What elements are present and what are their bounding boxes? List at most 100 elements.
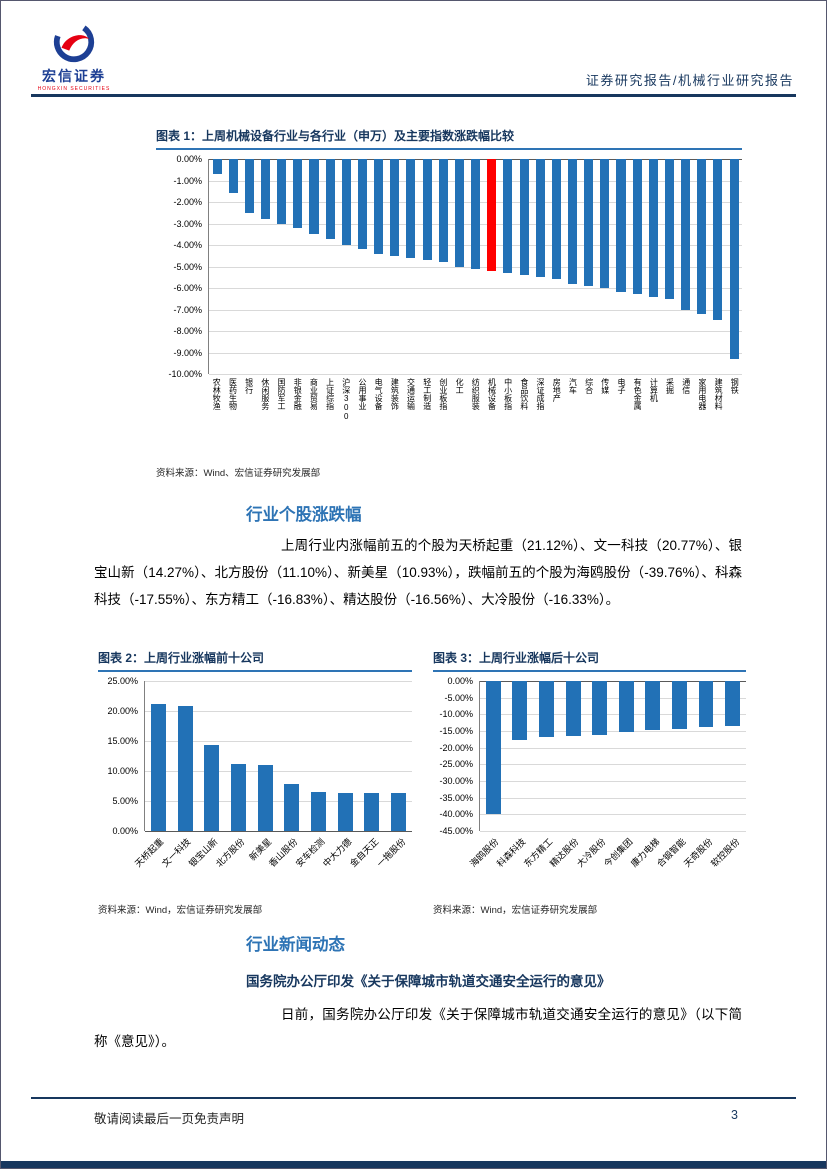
- bar: [519, 159, 529, 276]
- bar: [422, 159, 432, 261]
- bar-slot: [332, 681, 359, 831]
- bar-slot: [198, 681, 225, 831]
- y-tick-label: 5.00%: [112, 796, 138, 806]
- y-tick-label: -7.00%: [173, 304, 202, 315]
- footer-disclaimer: 敬请阅读最后一页免责声明: [94, 1112, 245, 1126]
- bar: [725, 681, 741, 726]
- x-tick-label: 轻工制造: [422, 378, 432, 410]
- x-tick-label: 通信: [681, 378, 691, 394]
- bar: [454, 159, 464, 267]
- x-tick-label: 创业板指: [438, 378, 448, 410]
- bar-slot: [257, 159, 273, 374]
- bar: [503, 159, 513, 273]
- gridline: [480, 731, 746, 732]
- bar-slot: [225, 159, 241, 374]
- x-tick-label: 公用事业: [357, 378, 367, 410]
- y-tick-label: -35.00%: [439, 792, 473, 803]
- x-tick-label: 建筑材料: [714, 378, 724, 410]
- bar: [471, 159, 481, 269]
- bar: [309, 159, 319, 235]
- bar-slot: [694, 159, 710, 374]
- bar-slot: [726, 159, 742, 374]
- gridline: [480, 764, 746, 766]
- bar: [390, 159, 400, 256]
- bar: [713, 159, 723, 321]
- gridline: [209, 352, 742, 354]
- bar: [150, 704, 166, 831]
- x-tick-label: 房地产: [552, 378, 562, 402]
- gridline: [209, 374, 742, 375]
- bar-slot: [661, 159, 677, 374]
- y-tick-label: -1.00%: [173, 175, 202, 186]
- bar: [648, 159, 658, 297]
- bar-slot: [209, 159, 225, 374]
- figure-3-title: 图表 3：上周行业涨幅后十公司: [433, 649, 746, 672]
- bar: [261, 159, 271, 220]
- bar-slot: [500, 159, 516, 374]
- x-tick-label: 非银金融: [293, 378, 303, 410]
- bars-container: [209, 159, 742, 374]
- bar-slot: [613, 159, 629, 374]
- bar-slot: [564, 159, 580, 374]
- bar-slot: [172, 681, 199, 831]
- y-tick-label: -4.00%: [173, 240, 202, 250]
- logo-name: 宏信证券: [42, 68, 106, 84]
- bar-slot: [145, 681, 172, 831]
- bars-container: [480, 681, 746, 831]
- bar-slot: [359, 681, 386, 831]
- x-tick-label: 综合: [584, 378, 594, 394]
- top-gainers-chart: 25.00% 20.00% 15.00% 10.00% 5.00% 0.00% 天桥起重 文一…: [98, 676, 412, 895]
- y-axis-labels: 0.00% -5.00% -10.00% -15.00% -20.00% -25.00% -…: [433, 676, 479, 836]
- x-tick-label: 医药生物: [228, 378, 238, 410]
- bar: [487, 159, 497, 271]
- bar: [311, 792, 327, 831]
- stock-section-heading: 行业个股涨跌幅: [246, 506, 362, 524]
- report-type-title: 证券研究报告/机械行业研究报告: [585, 73, 794, 88]
- stock-section-paragraph: 上周行业内涨幅前五的个股为天桥起重（21.12%）、文一科技（20.77%）、银…: [94, 538, 742, 607]
- plot-area: [479, 681, 746, 832]
- gridline: [145, 801, 412, 802]
- bar-slot: [387, 159, 403, 374]
- logo-subtitle: HONGXIN SECURITIES: [37, 86, 111, 92]
- bar-slot: [306, 159, 322, 374]
- bar-slot: [305, 681, 332, 831]
- bar: [551, 159, 561, 280]
- y-tick-label: -5.00%: [444, 692, 473, 703]
- bar-slot: [419, 159, 435, 374]
- bar-slot: [629, 159, 645, 374]
- bar: [391, 793, 407, 831]
- bar-slot: [693, 681, 720, 831]
- gridline: [480, 797, 746, 799]
- bar: [535, 159, 545, 278]
- bar-slot: [290, 159, 306, 374]
- bar-slot: [516, 159, 532, 374]
- bar-slot: [710, 159, 726, 374]
- bar: [230, 764, 246, 831]
- figure-2: 图表 2：上周行业涨幅前十公司 25.00% 20.00% 15.00% 10.00%…: [98, 649, 412, 916]
- bar: [277, 159, 287, 224]
- news-section-heading: 行业新闻动态: [246, 936, 345, 954]
- gridline: [145, 711, 412, 712]
- bar-slot: [279, 681, 306, 831]
- chart-plot-row: 25.00% 20.00% 15.00% 10.00% 5.00% 0.00%: [98, 676, 412, 836]
- x-tick-label: 休闲服务: [260, 378, 270, 410]
- y-tick-label: 15.00%: [107, 736, 138, 746]
- bar: [337, 792, 353, 831]
- y-axis-labels: 0.00% -1.00% -2.00% -3.00% -4.00% -5.00% -6.00…: [156, 154, 208, 379]
- bar-slot: [507, 681, 534, 831]
- bar: [204, 745, 220, 831]
- x-tick-label: 银行: [244, 378, 254, 394]
- x-tick-label: 北方股份: [213, 836, 247, 869]
- news-subheading: 国务院办公厅印发《关于保障城市轨道交通安全运行的意见》: [246, 974, 611, 989]
- y-tick-label: -2.00%: [173, 197, 202, 207]
- top-losers-chart: 0.00% -5.00% -10.00% -15.00% -20.00% -25.00% -…: [433, 676, 746, 895]
- gridline: [209, 288, 742, 289]
- bar: [512, 681, 528, 740]
- bar: [177, 706, 193, 831]
- x-tick-label: 家用电器: [697, 378, 707, 410]
- bar: [406, 159, 416, 258]
- figure-1: 图表 1：上周机械设备行业与各行业（申万）及主要指数涨跌幅比较 0.00% -1.…: [156, 127, 742, 479]
- gridline: [209, 309, 742, 311]
- x-tick-label: 上证综指: [325, 378, 335, 410]
- bar-slot: [338, 159, 354, 374]
